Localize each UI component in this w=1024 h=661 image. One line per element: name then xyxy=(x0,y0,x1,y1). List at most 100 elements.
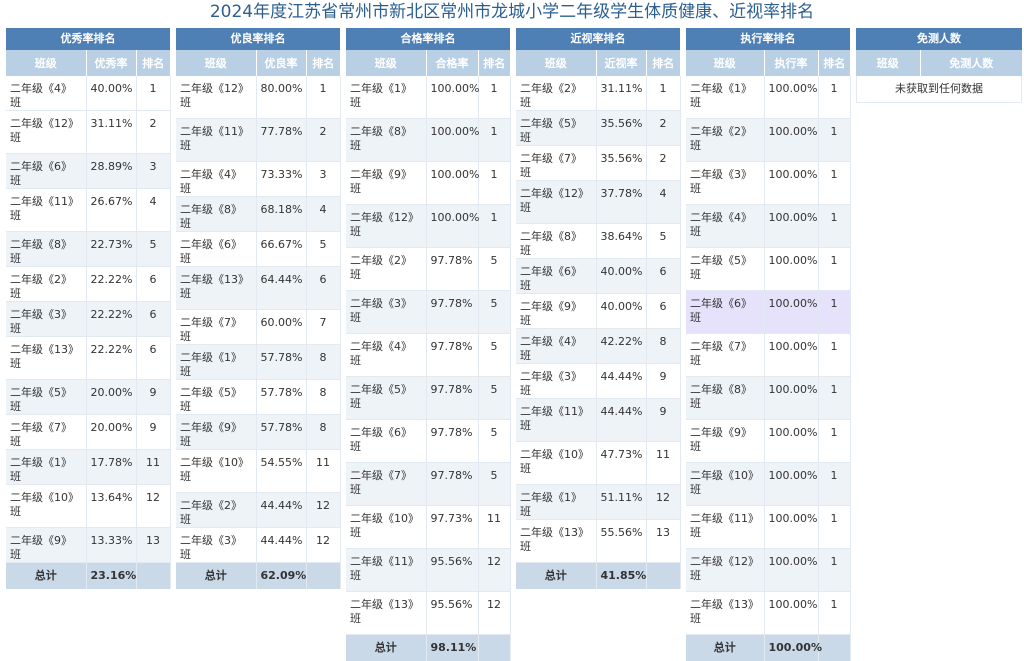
rate-cell: 40.00% xyxy=(86,76,136,111)
column-header[interactable]: 近视率 xyxy=(596,50,646,76)
column-header[interactable]: 免测人数 xyxy=(920,50,1022,76)
column-header[interactable]: 排名 xyxy=(478,50,510,76)
column-header[interactable]: 排名 xyxy=(136,50,170,76)
class-cell: 二年级《8》班 xyxy=(516,224,596,259)
rank-cell: 13 xyxy=(646,520,680,563)
column-header[interactable]: 班级 xyxy=(516,50,596,76)
rank-cell: 11 xyxy=(306,450,340,493)
rate-cell: 100.00% xyxy=(764,506,818,549)
column-header[interactable]: 排名 xyxy=(646,50,680,76)
column-header[interactable]: 班级 xyxy=(686,50,764,76)
class-cell: 二年级《7》班 xyxy=(516,146,596,181)
column-header[interactable]: 优秀率 xyxy=(86,50,136,76)
column-header[interactable]: 班级 xyxy=(176,50,256,76)
class-cell: 二年级《11》班 xyxy=(6,189,86,232)
rank-cell: 5 xyxy=(478,377,510,420)
column-header[interactable]: 班级 xyxy=(856,50,920,76)
column-header[interactable]: 排名 xyxy=(818,50,850,76)
column-header[interactable]: 排名 xyxy=(306,50,340,76)
class-cell: 二年级《13》班 xyxy=(346,592,426,635)
column-header[interactable]: 优良率 xyxy=(256,50,306,76)
class-cell: 二年级《8》班 xyxy=(346,119,426,162)
rate-cell: 97.78% xyxy=(426,334,478,377)
column-header[interactable]: 合格率 xyxy=(426,50,478,76)
rank-cell: 4 xyxy=(136,189,170,232)
rate-cell: 64.44% xyxy=(256,267,306,310)
class-cell: 二年级《12》班 xyxy=(6,111,86,154)
total-label: 总计 xyxy=(346,635,426,661)
rank-cell: 8 xyxy=(306,380,340,415)
column-header[interactable]: 班级 xyxy=(346,50,426,76)
rate-cell: 100.00% xyxy=(764,162,818,205)
column-header[interactable]: 执行率 xyxy=(764,50,818,76)
column-header[interactable]: 班级 xyxy=(6,50,86,76)
